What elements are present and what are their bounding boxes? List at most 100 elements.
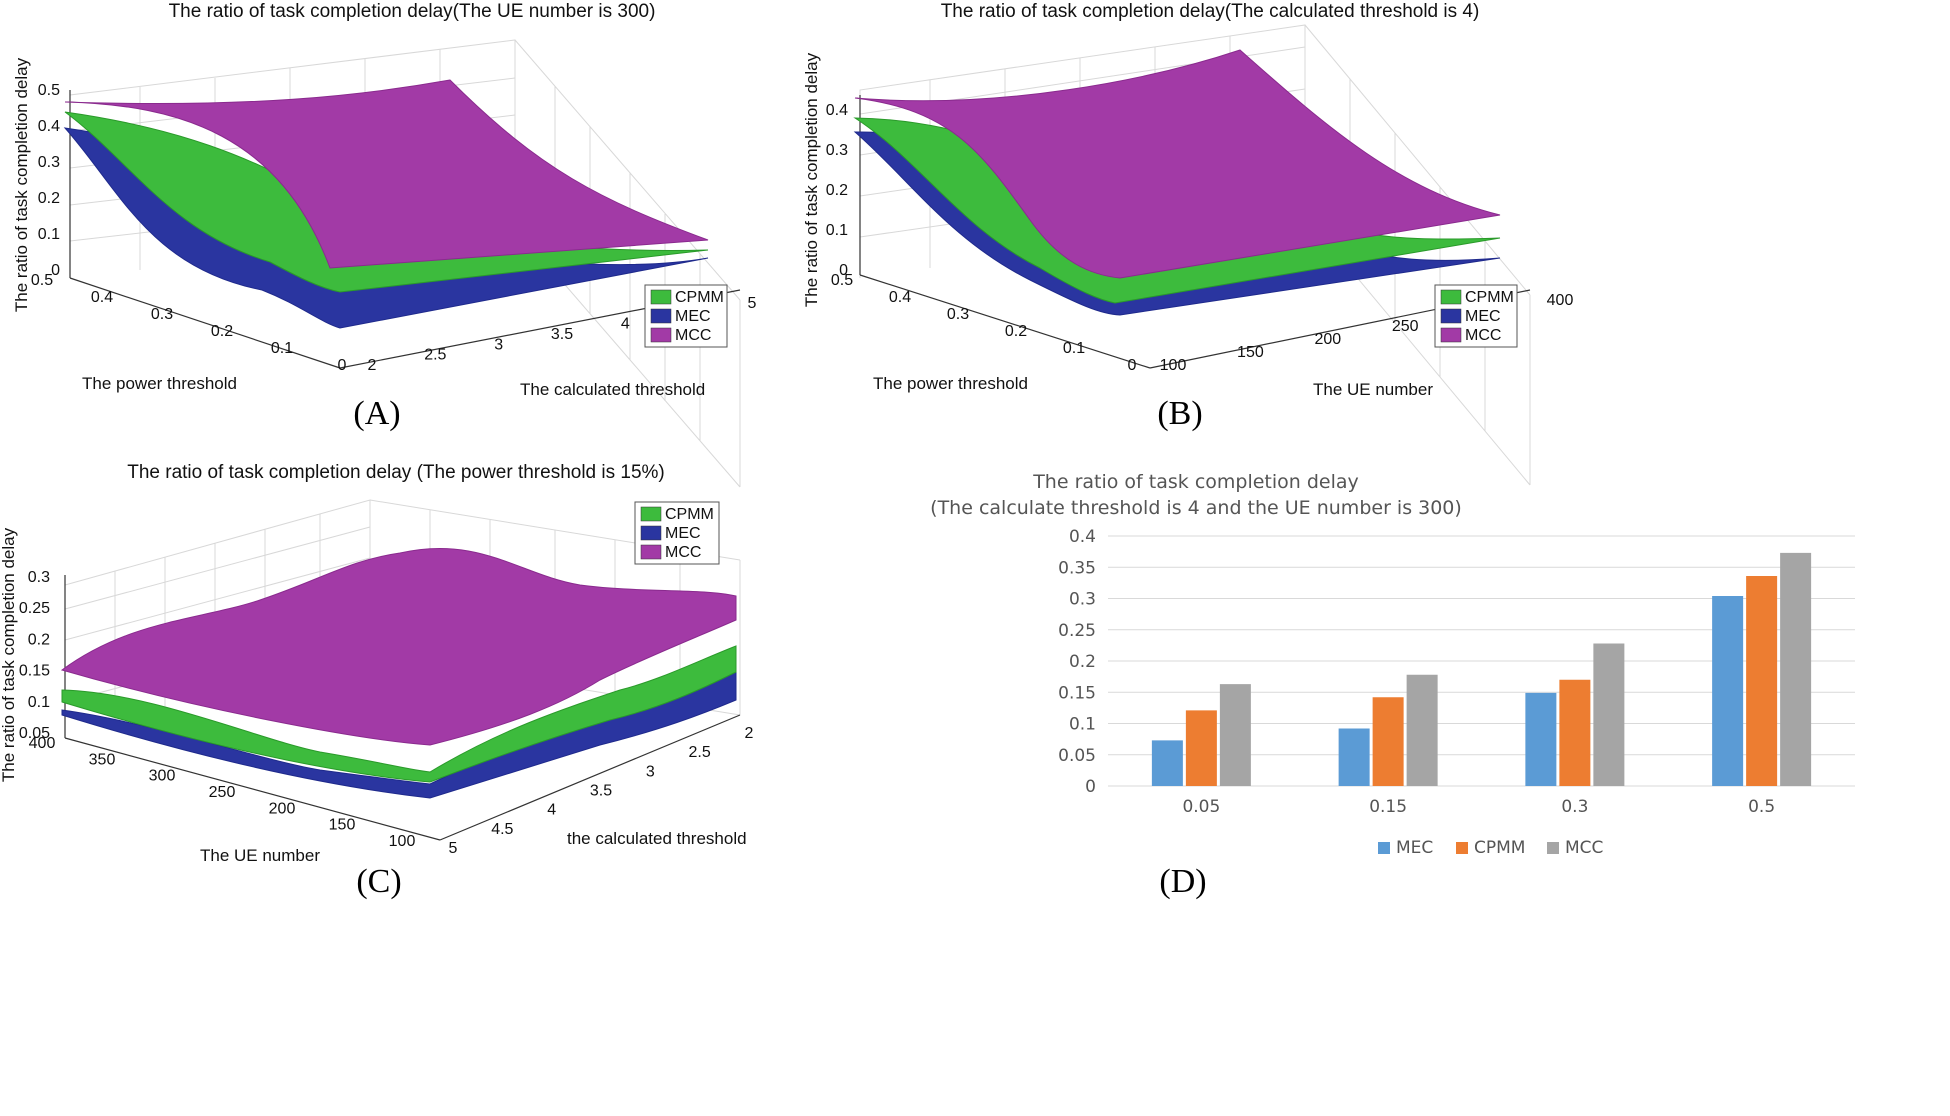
legend-swatch-mcc [650, 327, 672, 343]
legend-swatch-cpmm [1440, 289, 1462, 305]
legend-label-mec: MEC [675, 308, 711, 325]
legend-swatch-cpmm [650, 289, 672, 305]
bar-mcc-0.05 [1219, 684, 1251, 786]
x-tick-label: 350 [89, 751, 116, 768]
legend: CPMM MEC MCC [634, 501, 720, 565]
z-tick-label: 0.1 [826, 222, 848, 239]
x-tick-label: 0.5 [831, 272, 853, 289]
z-axis-label: The ratio of task completion delay [802, 52, 821, 307]
z-tick-label: 0.1 [38, 226, 60, 243]
bar-mec-0.5 [1712, 596, 1744, 786]
z-tick-label: 0.3 [28, 569, 50, 586]
x-tick-label: 0.1 [1063, 340, 1085, 357]
z-axis-label: The ratio of task completion delay [12, 57, 31, 312]
z-tick-label: 0.2 [38, 190, 60, 207]
y-tick-label: 0.4 [1069, 527, 1096, 547]
legend: CPMM MEC MCC [644, 284, 728, 348]
bar-mec-0.15 [1338, 728, 1370, 786]
x-tick-label: 300 [149, 768, 176, 785]
legend-swatch-mec [640, 525, 662, 541]
legend-swatch-mcc [640, 544, 662, 560]
chart-panel-a: 0 0.1 0.2 0.3 0.4 0.5 0.5 0.4 0.3 0.2 0.1 0 2 2.5 3 3… [0, 0, 975, 558]
y-tick-label: 2.5 [424, 347, 446, 364]
caption: (A) [353, 395, 400, 432]
x-tick-label: 0.3 [151, 306, 173, 323]
legend-label-mec: MEC [1465, 308, 1501, 325]
y-ticks: 2 2.5 3 3.5 4 4.5 5 [449, 725, 754, 857]
y-tick-label: 200 [1314, 331, 1341, 348]
legend: MEC CPMM MCC [1378, 838, 1603, 858]
y-tick-label: 0.2 [1069, 652, 1096, 672]
bars [1151, 552, 1812, 786]
y-tick-label: 3 [494, 336, 503, 353]
surface-cpmm [61, 645, 737, 783]
z-tick-label: 0.2 [28, 631, 50, 648]
bar-mcc-0.15 [1406, 674, 1438, 786]
legend-swatch-mec [650, 308, 672, 324]
x-tick-label: 0.2 [211, 323, 233, 340]
legend-label-mcc: MCC [665, 544, 701, 561]
x-tick-label: 0.15 [1369, 797, 1407, 817]
x-axis-label: The power threshold [82, 374, 237, 393]
surface-chart-c: 0.05 0.1 0.15 0.2 0.25 0.3 400 350 300 250 200 150… [0, 462, 754, 900]
legend-label-cpmm: CPMM [675, 289, 724, 306]
x-axis-label: The UE number [200, 846, 320, 865]
z-tick-label: 0.2 [826, 182, 848, 199]
legend-label-mec: MEC [665, 525, 701, 542]
legend-label-cpmm: CPMM [1465, 289, 1514, 306]
x-tick-label: 0.1 [271, 340, 293, 357]
surface-mcc [64, 79, 709, 269]
x-tick-label: 200 [269, 800, 296, 817]
z-ticks: 0.05 0.1 0.15 0.2 0.25 0.3 [19, 569, 50, 742]
legend-swatch-mcc [1440, 327, 1462, 343]
y-tick-label: 2 [368, 357, 377, 374]
z-tick-label: 0.15 [19, 663, 50, 680]
legend-label-cpmm: CPMM [665, 506, 714, 523]
y-tick-label: 0.05 [1058, 746, 1096, 766]
chart-title: The ratio of task completion delay [1032, 471, 1359, 493]
chart-panel-c: 0.05 0.1 0.15 0.2 0.25 0.3 400 350 300 250 200 150… [0, 462, 754, 900]
surface-chart-a: 0 0.1 0.2 0.3 0.4 0.5 0.5 0.4 0.3 0.2 0.1 0 2 2.5 3 3… [12, 1, 757, 488]
bar-mcc-0.3 [1593, 643, 1625, 786]
z-tick-label: 0.3 [826, 142, 848, 159]
bar-mcc-0.5 [1780, 552, 1812, 786]
y-axis-label: the calculated threshold [567, 829, 747, 848]
surface-mcc [854, 49, 1501, 279]
x-ticks: 400 350 300 250 200 150 100 [29, 735, 416, 850]
legend-label-mcc: MCC [1565, 838, 1603, 858]
chart-title: The ratio of task completion delay(The c… [941, 1, 1480, 22]
y-tick-label: 0.15 [1058, 683, 1096, 703]
legend-label-mec: MEC [1396, 838, 1433, 858]
x-ticks: 0.05 0.15 0.3 0.5 [1182, 797, 1775, 817]
y-ticks: 100150200250300400 [1160, 292, 1574, 374]
bar-mec-0.3 [1525, 692, 1557, 786]
caption: (C) [356, 863, 401, 900]
x-tick-label: 0.5 [1748, 797, 1775, 817]
z-tick-label: 0 [839, 262, 848, 279]
y-tick-label: 3 [646, 763, 655, 780]
chart-subtitle: (The calculate threshold is 4 and the UE… [930, 497, 1462, 519]
surfaces [60, 547, 737, 799]
y-tick-label: 2 [745, 725, 754, 742]
x-tick-label: 0.05 [1182, 797, 1220, 817]
y-tick-label: 3.5 [590, 783, 612, 800]
z-tick-label: 0.5 [38, 82, 60, 99]
y-tick-label: 100 [1160, 357, 1187, 374]
chart-panel-b: 0 0.1 0.2 0.3 0.4 0.5 0.4 0.3 0.2 0.1 0 100 150 200… [802, 1, 1574, 486]
z-tick-label: 0.4 [38, 118, 60, 135]
y-tick-label: 4.5 [491, 821, 513, 838]
chart-title: The ratio of task completion delay(The U… [169, 1, 656, 22]
z-tick-label: 0.4 [826, 102, 848, 119]
x-tick-label: 0.4 [889, 289, 911, 306]
legend-swatch-cpmm [1456, 842, 1468, 854]
bar-cpmm-0.15 [1372, 697, 1404, 786]
y-tick-label: 4 [621, 316, 630, 333]
y-tick-label: 5 [449, 840, 458, 857]
bar-cpmm-0.3 [1559, 679, 1591, 786]
y-tick-label: 250 [1392, 318, 1419, 335]
y-tick-label: 5 [748, 295, 757, 312]
z-tick-label: 0 [51, 262, 60, 279]
surfaces [853, 49, 1501, 316]
